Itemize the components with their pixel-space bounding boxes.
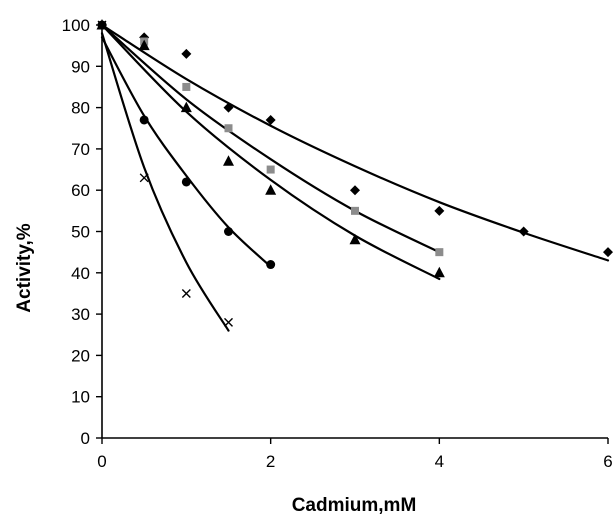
x-tick-label: 6 (603, 452, 612, 471)
circle-marker (266, 260, 276, 270)
x-tick-label: 0 (97, 452, 106, 471)
y-tick-label: 90 (71, 57, 90, 76)
y-tick-label: 70 (71, 140, 90, 159)
square-marker (266, 165, 275, 174)
cross-fit-curve (100, 32, 230, 332)
axes: 0 10 20 30 40 50 60 70 80 90 100 0 2 4 6 (62, 16, 613, 471)
diamond-marker (350, 185, 360, 196)
square-fit-curve (100, 23, 441, 254)
triangle-marker (349, 233, 361, 245)
circle-marker (224, 227, 233, 236)
y-tick-label: 30 (71, 305, 90, 324)
y-tick-label: 0 (81, 429, 90, 448)
data-markers (96, 19, 613, 327)
y-tick-label: 80 (71, 99, 90, 118)
circle-fit-curve (100, 36, 272, 268)
triangle-fit-curve (100, 23, 441, 281)
y-tick-label: 20 (71, 346, 90, 365)
circle-marker (139, 115, 149, 125)
circle-marker (181, 177, 191, 187)
square-marker (224, 124, 233, 133)
square-marker (182, 82, 191, 91)
diamond-marker (434, 205, 445, 216)
diamond-marker (518, 226, 529, 237)
diamond-marker (265, 114, 276, 125)
x-tick-label: 4 (435, 452, 444, 471)
triangle-marker (138, 39, 150, 51)
diamond-marker (223, 102, 234, 113)
cross-marker (181, 288, 191, 298)
triangle-marker (180, 101, 192, 113)
x-axis-title: Cadmium,mM (292, 495, 417, 516)
y-tick-label: 60 (71, 181, 90, 200)
cross-marker (139, 173, 149, 183)
cross-marker (97, 20, 107, 30)
triangle-marker (223, 155, 234, 166)
cross-marker (224, 317, 233, 327)
square-marker (435, 248, 444, 257)
y-axis-title: Activity,% (14, 223, 35, 313)
diamond-marker (181, 48, 192, 59)
y-tick-label: 40 (71, 264, 90, 283)
x-tick-label: 2 (266, 452, 275, 471)
diamond-fit-curve (100, 23, 610, 262)
fit-curves (100, 23, 610, 332)
y-tick-label: 100 (62, 16, 90, 35)
y-tick-label: 10 (71, 388, 90, 407)
y-tick-label: 50 (71, 223, 90, 242)
diamond-marker (603, 247, 613, 258)
triangle-marker (265, 184, 277, 195)
square-marker (351, 206, 359, 215)
triangle-marker (433, 266, 445, 278)
